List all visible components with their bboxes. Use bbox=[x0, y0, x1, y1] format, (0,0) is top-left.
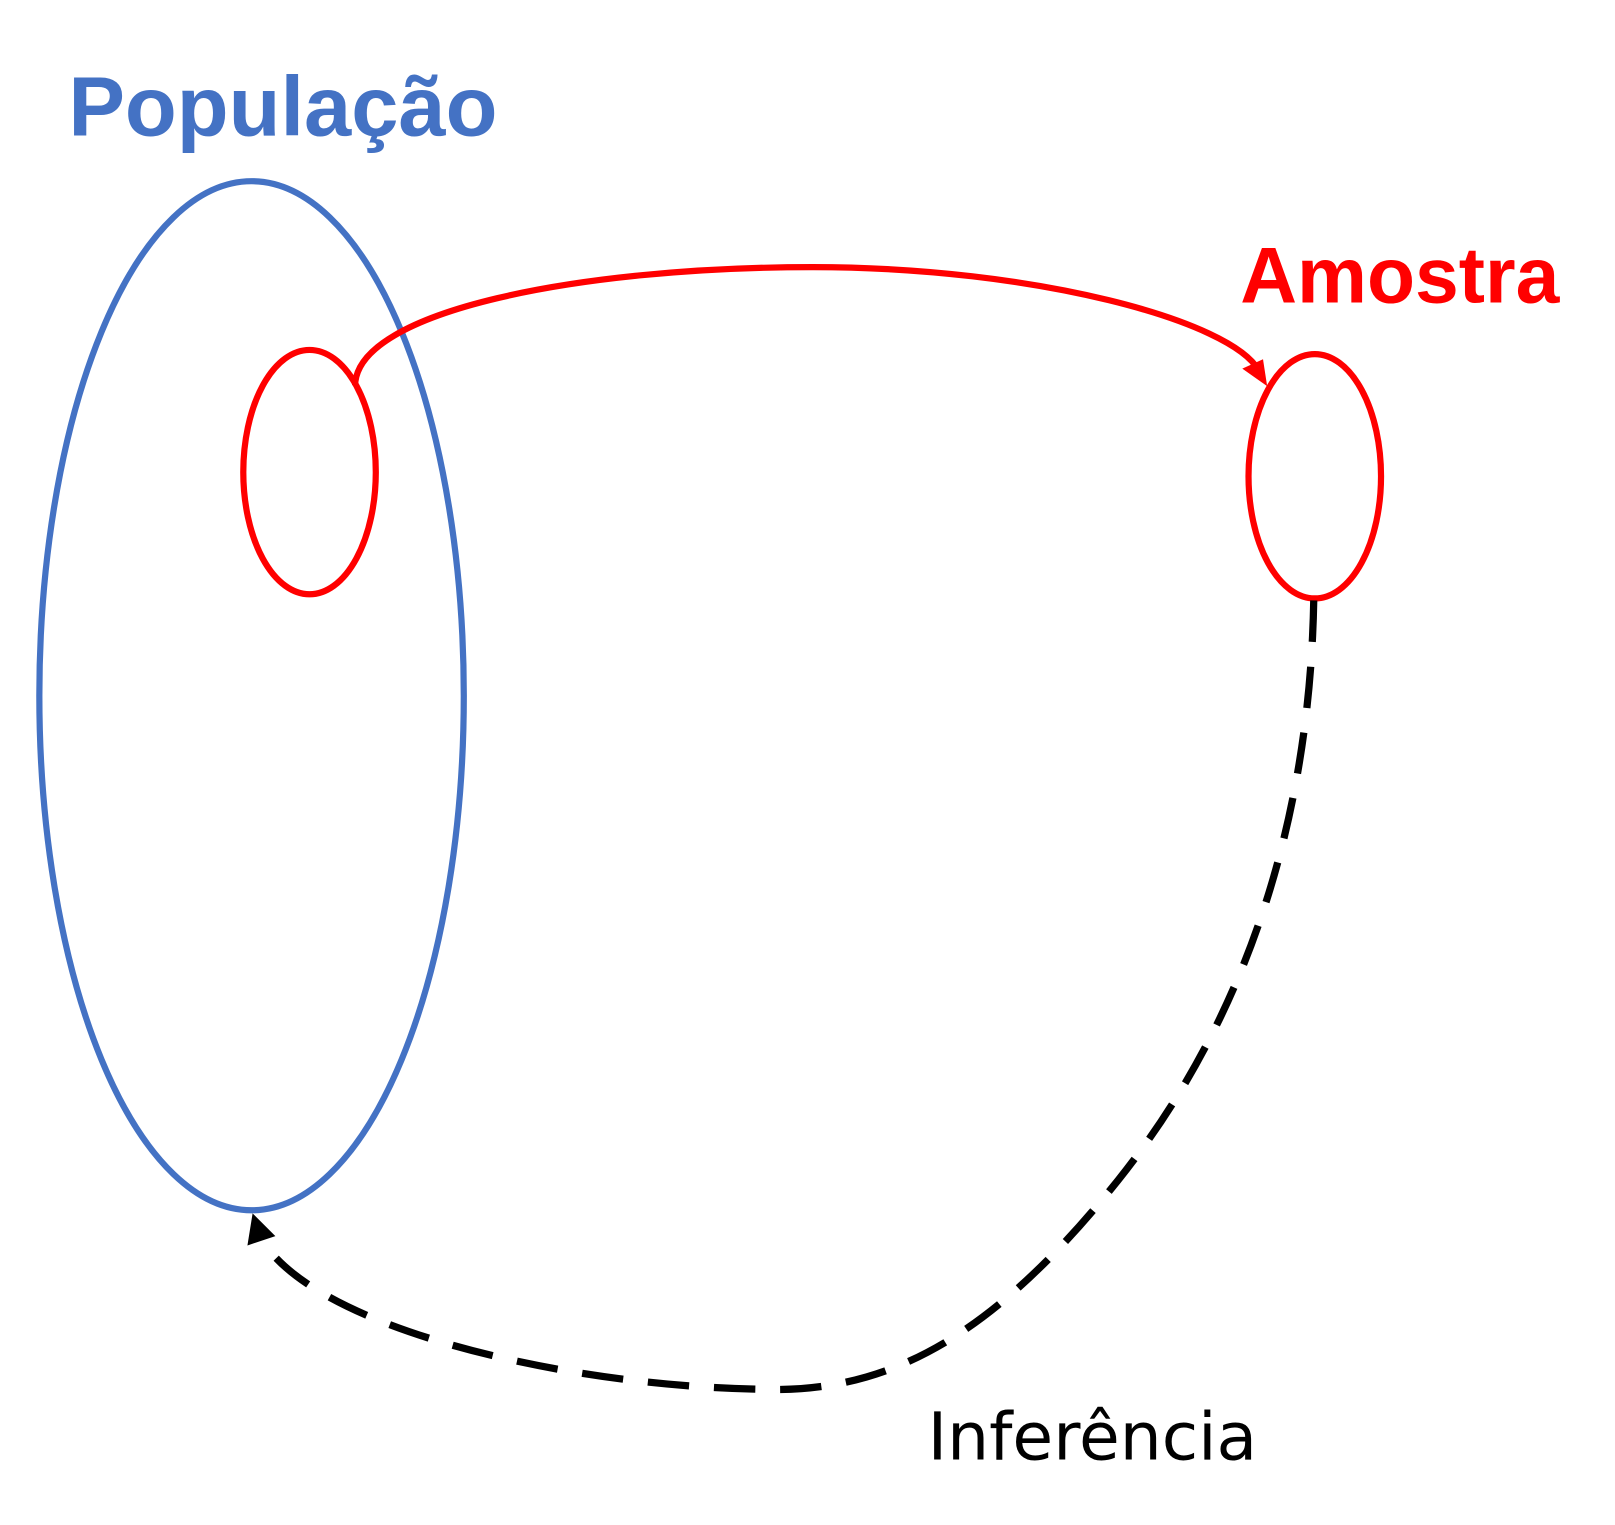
inference-arrow bbox=[268, 600, 1318, 1394]
sample-ellipse bbox=[1245, 350, 1385, 602]
population-label: População bbox=[68, 59, 497, 154]
sample-subset-ellipse bbox=[240, 346, 379, 598]
inference-arrowhead bbox=[247, 1213, 276, 1246]
sample-label: Amostra bbox=[1240, 231, 1560, 319]
inference-label: Inferência bbox=[928, 1399, 1258, 1476]
sampling-arrow bbox=[351, 264, 1262, 386]
sampling-arrowhead bbox=[1242, 359, 1268, 387]
population-ellipse bbox=[36, 178, 467, 1214]
